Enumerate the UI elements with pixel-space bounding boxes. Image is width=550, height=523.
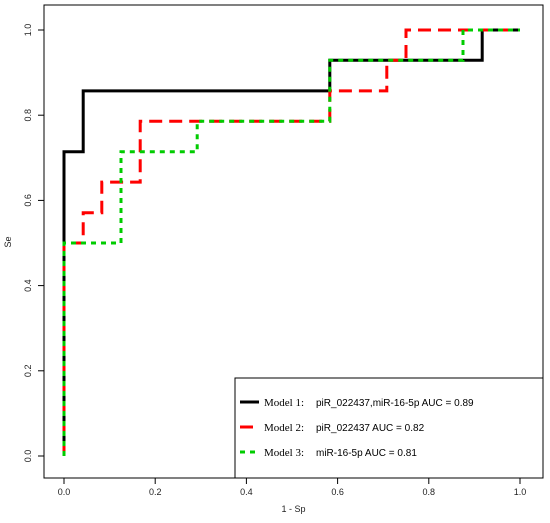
y-tick-label: 0.6	[23, 194, 33, 207]
legend-model-label: Model 1:	[264, 397, 304, 409]
x-tick-label: 0.2	[149, 487, 162, 497]
y-axis-label: Se	[3, 236, 13, 247]
legend-model-label: Model 2:	[264, 422, 304, 434]
x-axis-label: 1 - Sp	[281, 504, 305, 514]
legend: Model 1: piR_022437,miR-16-5p AUC = 0.89 M…	[234, 377, 544, 479]
legend-series-label: miR-16-5p AUC = 0.81	[316, 448, 417, 459]
y-tick-label: 0.4	[23, 279, 33, 292]
series-line-model-3	[62, 28, 520, 456]
legend-box	[234, 377, 544, 479]
legend-model-label: Model 3:	[264, 447, 304, 459]
y-tick-label: 0.8	[23, 109, 33, 122]
x-tick-label: 1.0	[514, 487, 527, 497]
y-axis-ticks: 0.0 0.2 0.4 0.6 0.8 1.0	[23, 24, 44, 463]
y-tick-label: 0.2	[23, 365, 33, 378]
y-tick-label: 1.0	[23, 24, 33, 37]
x-tick-label: 0.4	[240, 487, 253, 497]
x-axis-ticks: 0.0 0.2 0.4 0.6 0.8 1.0	[58, 478, 527, 497]
x-tick-label: 0.0	[58, 487, 71, 497]
series-lines	[62, 28, 520, 456]
x-tick-label: 0.8	[423, 487, 436, 497]
legend-series-label: piR_022437 AUC = 0.82	[316, 423, 425, 434]
legend-series-label: piR_022437,miR-16-5p AUC = 0.89	[316, 398, 474, 409]
x-tick-label: 0.6	[331, 487, 344, 497]
y-tick-label: 0.0	[23, 450, 33, 463]
